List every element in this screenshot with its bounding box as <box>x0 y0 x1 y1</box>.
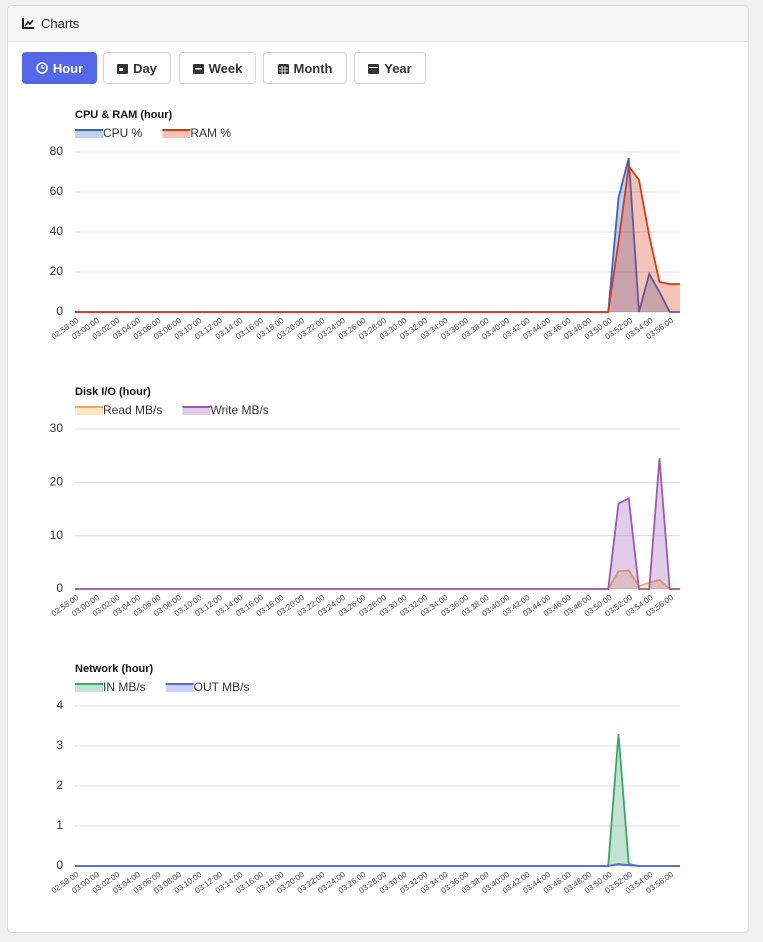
series-line <box>75 863 680 867</box>
calendar-icon <box>277 64 289 74</box>
y-tick-label: 40 <box>50 224 64 238</box>
series-line <box>75 733 680 867</box>
legend-label: IN MB/s <box>103 680 146 694</box>
y-tick-label: 20 <box>50 264 64 278</box>
charts-card: Charts Hour Day Week Month Year CPU & RA… <box>7 5 749 933</box>
day-button[interactable]: Day <box>103 52 171 84</box>
card-header: Charts <box>8 6 748 42</box>
chart-icon <box>22 18 34 29</box>
series-line <box>75 157 680 313</box>
button-label: Hour <box>52 60 84 76</box>
charts-area: CPU & RAM (hour)CPU % RAM %02040608002:58… <box>50 109 680 895</box>
legend-label: Write MB/s <box>210 403 268 417</box>
y-tick-label: 30 <box>50 421 64 435</box>
y-tick-label: 4 <box>56 698 63 712</box>
y-tick-label: 80 <box>50 144 64 158</box>
legend-swatch <box>75 684 103 692</box>
year-button[interactable]: Year <box>354 52 426 84</box>
legend-swatch <box>75 130 103 138</box>
series-area <box>75 734 680 866</box>
month-button[interactable]: Month <box>263 52 347 84</box>
legend-label: CPU % <box>103 126 143 140</box>
legend-swatch <box>162 130 191 138</box>
y-tick-label: 0 <box>56 581 63 595</box>
y-tick-label: 1 <box>56 818 63 832</box>
calendar-icon <box>192 64 204 74</box>
y-tick-label: 60 <box>50 184 64 198</box>
hour-button[interactable]: Hour <box>22 52 97 84</box>
y-tick-label: 0 <box>56 858 63 872</box>
calendar-icon <box>117 64 129 74</box>
button-label: Year <box>384 60 412 76</box>
series-area <box>75 158 680 312</box>
legend-label: OUT MB/s <box>194 680 250 694</box>
chart-title: Disk I/O (hour) <box>75 386 151 398</box>
y-tick-label: 10 <box>50 528 64 542</box>
series-line <box>75 163 680 313</box>
series-area <box>75 570 680 589</box>
legend-label: RAM % <box>190 126 231 140</box>
legend-label: Read MB/s <box>103 403 162 417</box>
y-tick-label: 2 <box>56 778 63 792</box>
button-label: Month <box>293 60 333 76</box>
series-line <box>75 458 680 590</box>
y-tick-label: 0 <box>56 304 63 318</box>
series-line <box>75 569 680 590</box>
legend-swatch <box>165 684 194 692</box>
button-label: Week <box>208 60 243 76</box>
y-tick-label: 20 <box>50 475 64 489</box>
calendar-icon <box>368 64 380 74</box>
y-tick-label: 3 <box>56 738 63 752</box>
header-title: Charts <box>41 16 80 31</box>
button-label: Day <box>133 60 157 76</box>
chart-title: CPU & RAM (hour) <box>75 109 172 121</box>
week-button[interactable]: Week <box>179 52 256 84</box>
clock-icon <box>36 62 48 74</box>
chart-title: Network (hour) <box>75 663 154 675</box>
series-area <box>75 458 680 589</box>
legend-swatch <box>75 407 103 415</box>
legend-swatch <box>182 407 211 415</box>
series-area <box>75 166 680 312</box>
